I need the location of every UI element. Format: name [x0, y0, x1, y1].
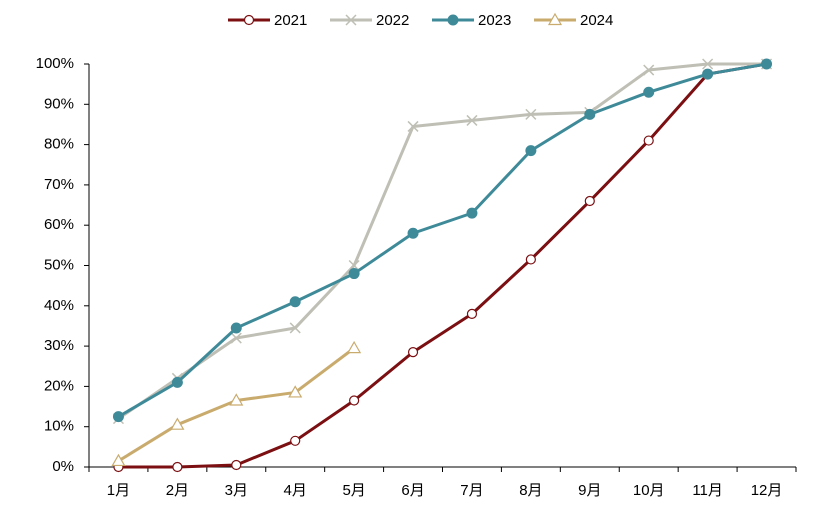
x-tick-label: 11月	[692, 482, 723, 499]
point	[643, 86, 655, 98]
series	[112, 58, 773, 423]
x-tick-label: 3月	[225, 482, 248, 499]
y-tick-label: 30%	[44, 337, 74, 354]
legend-item: 2021	[228, 12, 307, 29]
legend-item: 2022	[330, 12, 409, 29]
point	[230, 332, 242, 344]
point	[466, 114, 478, 126]
point	[290, 435, 301, 446]
point	[525, 254, 536, 265]
x-tick-label: 5月	[342, 482, 365, 499]
y-tick-label: 10%	[44, 418, 74, 435]
y-tick-label: 70%	[44, 176, 74, 193]
y-tick-label: 50%	[44, 256, 74, 273]
point	[643, 135, 654, 146]
legend-item: 2024	[534, 12, 613, 29]
point	[170, 417, 185, 430]
x-tick-label: 8月	[519, 482, 542, 499]
point	[466, 207, 478, 219]
x-tick-label: 9月	[578, 482, 601, 499]
legend-marker	[345, 14, 357, 26]
point	[407, 227, 419, 239]
legend-label: 2023	[478, 12, 511, 29]
point	[466, 308, 478, 319]
point	[288, 385, 303, 398]
y-tick-label: 0%	[52, 458, 74, 475]
y-tick-label: 90%	[44, 95, 74, 112]
point	[702, 58, 714, 70]
point	[289, 322, 301, 334]
point	[230, 322, 242, 334]
y-tick-label: 100%	[36, 55, 74, 72]
legend-label: 2022	[376, 12, 409, 29]
point	[349, 395, 360, 406]
x-tick-label: 4月	[284, 482, 307, 499]
point	[171, 376, 183, 388]
point	[348, 268, 360, 280]
y-tick-label: 20%	[44, 377, 74, 394]
line	[117, 62, 767, 420]
point	[229, 393, 244, 406]
x-tick-label: 12月	[751, 482, 783, 499]
legend-marker	[243, 14, 255, 26]
point	[702, 68, 714, 80]
legend-item: 2023	[432, 12, 511, 29]
y-tick-label: 40%	[44, 297, 74, 314]
point	[643, 64, 655, 76]
point	[584, 195, 595, 207]
y-tick-label: 80%	[44, 136, 74, 153]
point	[407, 120, 419, 132]
legend-marker	[447, 14, 459, 26]
y-tick-label: 60%	[44, 216, 74, 233]
x-tick-label: 10月	[633, 482, 665, 499]
point	[407, 347, 419, 358]
point	[525, 145, 537, 157]
point	[761, 58, 773, 70]
line	[118, 62, 767, 469]
line	[117, 62, 767, 418]
legend-marker	[547, 12, 563, 26]
point	[112, 411, 124, 423]
point	[348, 259, 360, 272]
legend-label: 2024	[580, 12, 613, 29]
point	[111, 453, 126, 467]
point	[231, 459, 242, 471]
x-tick-label: 2月	[166, 482, 189, 499]
point	[347, 340, 362, 354]
point	[525, 108, 537, 120]
point	[584, 108, 596, 120]
legend-label: 2021	[274, 12, 307, 29]
point	[172, 461, 183, 473]
x-tick-label: 6月	[401, 482, 424, 499]
x-tick-label: 7月	[460, 482, 483, 499]
point	[289, 296, 301, 308]
series	[111, 340, 362, 467]
x-tick-label: 1月	[107, 482, 130, 499]
